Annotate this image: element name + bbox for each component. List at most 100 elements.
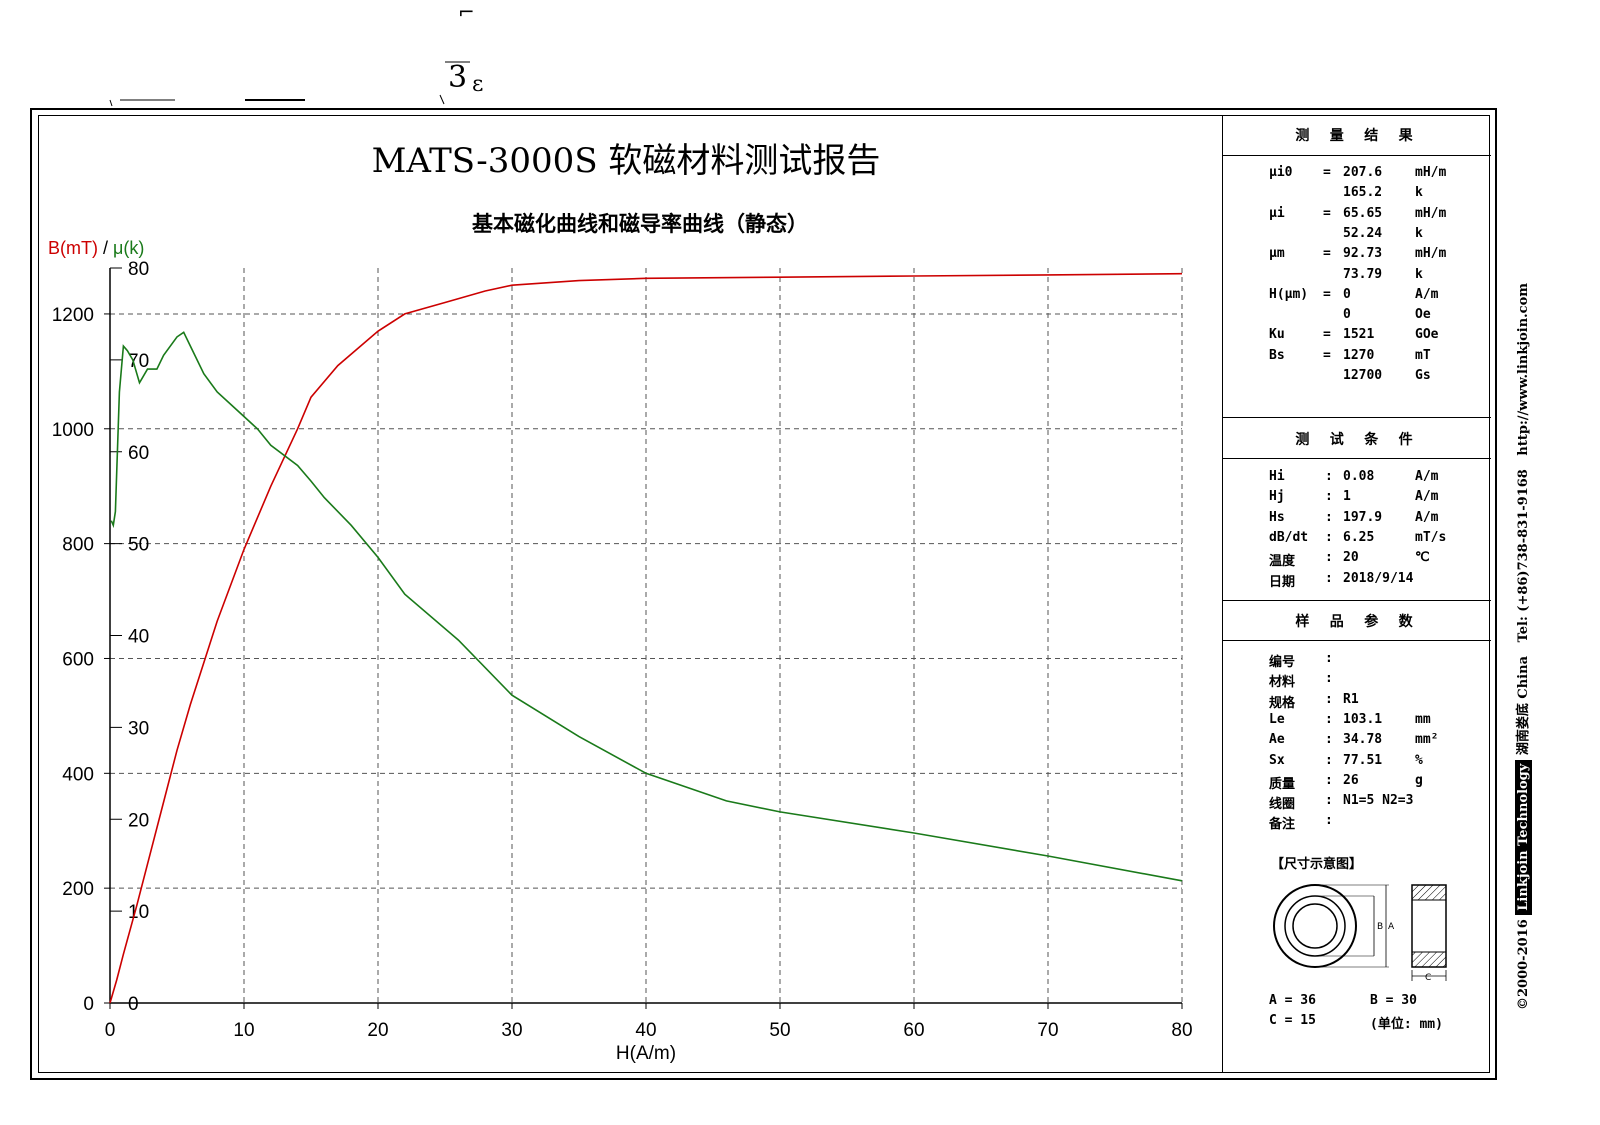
param-separator: = [1323, 286, 1331, 302]
param-unit: mH/m [1415, 246, 1447, 262]
y-left-tick-label: 0 [83, 994, 94, 1015]
param-unit: ℃ [1415, 550, 1430, 566]
dim-unit: (单位: mm) [1370, 1017, 1443, 1032]
param-row: 备注: [1223, 813, 1491, 833]
y-right-tick-label: 20 [128, 810, 149, 831]
param-value: 1 [1343, 489, 1351, 505]
param-unit: mm [1415, 711, 1431, 727]
param-value: 103.1 [1343, 711, 1383, 727]
x-tick-label: 40 [635, 1020, 656, 1041]
param-unit: mT [1415, 347, 1431, 363]
param-row: 温度:20 ℃ [1223, 550, 1491, 569]
param-row: 线圈: N1=5 N2=3 [1223, 793, 1491, 813]
param-separator: : [1325, 772, 1333, 788]
chart: MATS-3000S 软磁材料测试报告 基本磁化曲线和磁导率曲线（静态） B(m… [48, 141, 1193, 1064]
y-label-separator: / [98, 238, 113, 258]
param-unit: Oe [1415, 307, 1431, 323]
param-value: R1 [1343, 691, 1359, 707]
param-row: 日期:2018/9/14 [1223, 570, 1491, 590]
param-row: μm = 92.73 mH/m [1223, 246, 1491, 264]
param-label: Sx [1269, 752, 1285, 768]
param-row: μi = 65.65 mH/m [1223, 206, 1491, 224]
param-separator: : [1325, 509, 1333, 525]
param-value: 52.24 [1343, 225, 1383, 241]
param-separator: = [1323, 205, 1331, 221]
y-right-tick-label: 40 [128, 627, 149, 648]
side-company: Linkjoin Technology [1515, 759, 1532, 915]
param-value: 20 [1343, 550, 1359, 566]
x-tick-label: 70 [1037, 1020, 1058, 1041]
param-value: 1521 [1343, 327, 1375, 343]
param-value: 2018/9/14 [1343, 570, 1414, 586]
toroid-diagram: B A C [1273, 884, 1447, 983]
param-label: 规格 [1269, 695, 1296, 711]
param-row: Le:103.1 mm [1223, 712, 1491, 730]
toroid-hole [1292, 903, 1338, 949]
sample-title: 样 品 参 数 [1295, 614, 1419, 630]
y-left-tick-label: 200 [62, 879, 94, 900]
param-separator: : [1325, 671, 1333, 687]
param-value: N1=5 N2=3 [1343, 793, 1414, 809]
param-row: 165.2 k [1223, 185, 1491, 203]
param-value: 65.65 [1343, 205, 1383, 221]
magnetization-curve-line [109, 272, 1183, 1004]
side-location: 湖南娄底 China [1516, 656, 1531, 756]
param-value: 1270 [1343, 347, 1375, 363]
param-row: 材料: [1223, 671, 1491, 691]
dim-a-value: A = 36 [1269, 993, 1316, 1008]
series-group [109, 272, 1183, 1004]
param-label: 线圈 [1269, 797, 1296, 813]
x-tick-label: 0 [105, 1020, 116, 1041]
param-label: 质量 [1269, 776, 1296, 792]
dim-c-value: C = 15 [1269, 1013, 1316, 1028]
param-unit: A/m [1415, 469, 1439, 484]
param-separator: = [1323, 327, 1331, 343]
scan-mark-3: ε [472, 72, 484, 97]
scan-mark-2: 3 [448, 60, 468, 95]
hatch-bottom [1411, 951, 1447, 968]
y-right-tick-label: 70 [128, 351, 149, 372]
param-row: Sx:77.51% [1223, 753, 1491, 771]
y-left-label: B(mT) [48, 238, 98, 258]
y-right-tick-label: 60 [128, 443, 149, 464]
param-label: Le [1269, 711, 1285, 727]
y-right-label: μ(k) [113, 238, 144, 258]
divider [1223, 155, 1491, 156]
y-left-tick-label: 800 [62, 535, 94, 556]
param-row: 编号: [1223, 651, 1491, 670]
param-unit: mT/s [1415, 529, 1447, 545]
report-title: MATS-3000S 软磁材料测试报告 [372, 141, 881, 181]
toroid-inner-circle [1284, 895, 1346, 957]
param-label: μi0 [1269, 165, 1293, 180]
param-label: Ku [1269, 327, 1285, 343]
param-row: 规格: R1 [1223, 691, 1491, 711]
param-value: 165.2 [1343, 185, 1383, 201]
param-row: Bs = 1270 mT [1223, 348, 1491, 366]
scan-lines [109, 61, 470, 107]
x-tick-label: 80 [1171, 1020, 1192, 1041]
param-unit: k [1415, 225, 1423, 241]
param-value: 0.08 [1343, 469, 1375, 484]
param-unit: k [1415, 185, 1423, 201]
chart-title: 基本磁化曲线和磁导率曲线（静态） [472, 211, 808, 236]
results-title: 测 量 结 果 [1295, 128, 1419, 144]
report-inner-frame [38, 115, 1490, 1073]
dim-b-value: B = 30 [1370, 993, 1417, 1008]
param-unit: A/m [1415, 489, 1439, 505]
param-unit: mH/m [1415, 205, 1447, 221]
param-label: μi [1269, 205, 1285, 221]
param-value: 77.51 [1343, 752, 1383, 768]
scan-mark-1: ⌐ [458, 0, 475, 24]
param-value: 26 [1343, 772, 1359, 788]
param-separator: : [1325, 793, 1333, 809]
info-panel: 测 量 结 果 μi0 = 207.6 mH/m 165.2 k μi = 65.65 mH/m 5… [1222, 115, 1491, 1073]
hatch-top [1411, 884, 1447, 901]
side-copyright: ©2000-2016 [1516, 919, 1531, 1010]
param-label: 备注 [1269, 817, 1296, 833]
param-row: Hi:0.08 A/m [1223, 469, 1491, 487]
param-unit: GOe [1415, 327, 1439, 343]
param-row: 73.79 k [1223, 267, 1491, 285]
param-separator: : [1325, 529, 1333, 545]
ticks: 0 10 20 30 40 50 60 70 8002004006008001000120001… [52, 259, 1193, 1041]
param-label: 材料 [1269, 675, 1296, 691]
